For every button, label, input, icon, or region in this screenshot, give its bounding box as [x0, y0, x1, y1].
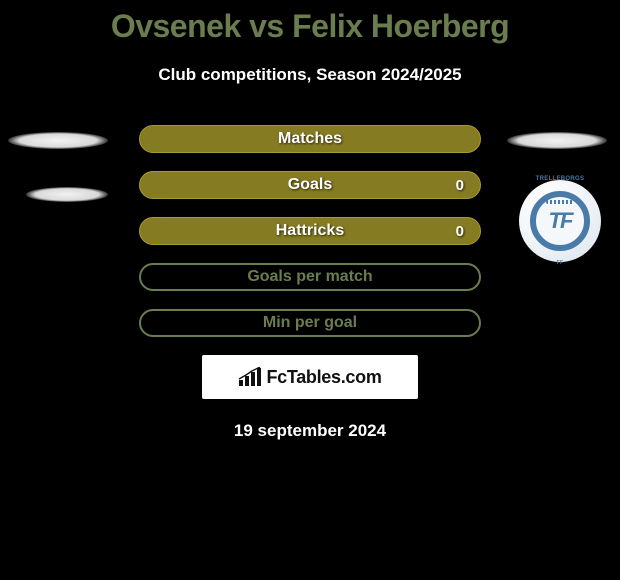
crest-ring-text-bottom: FF: [557, 260, 564, 266]
stat-bar-value: 0: [456, 223, 464, 240]
page-title: Ovsenek vs Felix Hoerberg: [0, 0, 620, 45]
comparison-content: TF TRELLEBORGS FF Matches Goals 0 Hattri…: [0, 125, 620, 441]
stat-bar-goals: Goals 0: [139, 171, 481, 199]
shadow-ellipse-icon: [507, 132, 607, 149]
bar-chart-icon: [238, 367, 264, 387]
club-crest-inner: TF: [530, 191, 590, 251]
shadow-ellipse-icon: [8, 132, 108, 149]
stat-bar-goals-per-match: Goals per match: [139, 263, 481, 291]
shadow-ellipse-icon: [26, 187, 108, 202]
generated-date: 19 september 2024: [0, 421, 620, 441]
stat-bar-label: Goals per match: [247, 268, 372, 286]
stat-bar-label: Matches: [278, 130, 342, 148]
player-right-badge-area: TF TRELLEBORGS FF: [507, 125, 612, 230]
page-subtitle: Club competitions, Season 2024/2025: [0, 65, 620, 85]
stat-bar-value: 0: [456, 177, 464, 194]
stat-bar-label: Min per goal: [263, 314, 357, 332]
stat-bar-label: Goals: [288, 176, 332, 194]
fctables-logo[interactable]: FcTables.com: [202, 355, 418, 399]
crest-stripes-icon: [546, 200, 574, 204]
crest-monogram: TF: [549, 210, 572, 232]
player-left-badge-area: [8, 125, 113, 230]
club-crest: TF TRELLEBORGS FF: [519, 180, 601, 262]
fctables-logo-text: FcTables.com: [266, 367, 381, 388]
stat-bar-label: Hattricks: [276, 222, 344, 240]
stat-bars: Matches Goals 0 Hattricks 0 Goals per ma…: [139, 125, 481, 337]
crest-ring-text-top: TRELLEBORGS: [536, 176, 585, 182]
stat-bar-min-per-goal: Min per goal: [139, 309, 481, 337]
stat-bar-hattricks: Hattricks 0: [139, 217, 481, 245]
stat-bar-matches: Matches: [139, 125, 481, 153]
